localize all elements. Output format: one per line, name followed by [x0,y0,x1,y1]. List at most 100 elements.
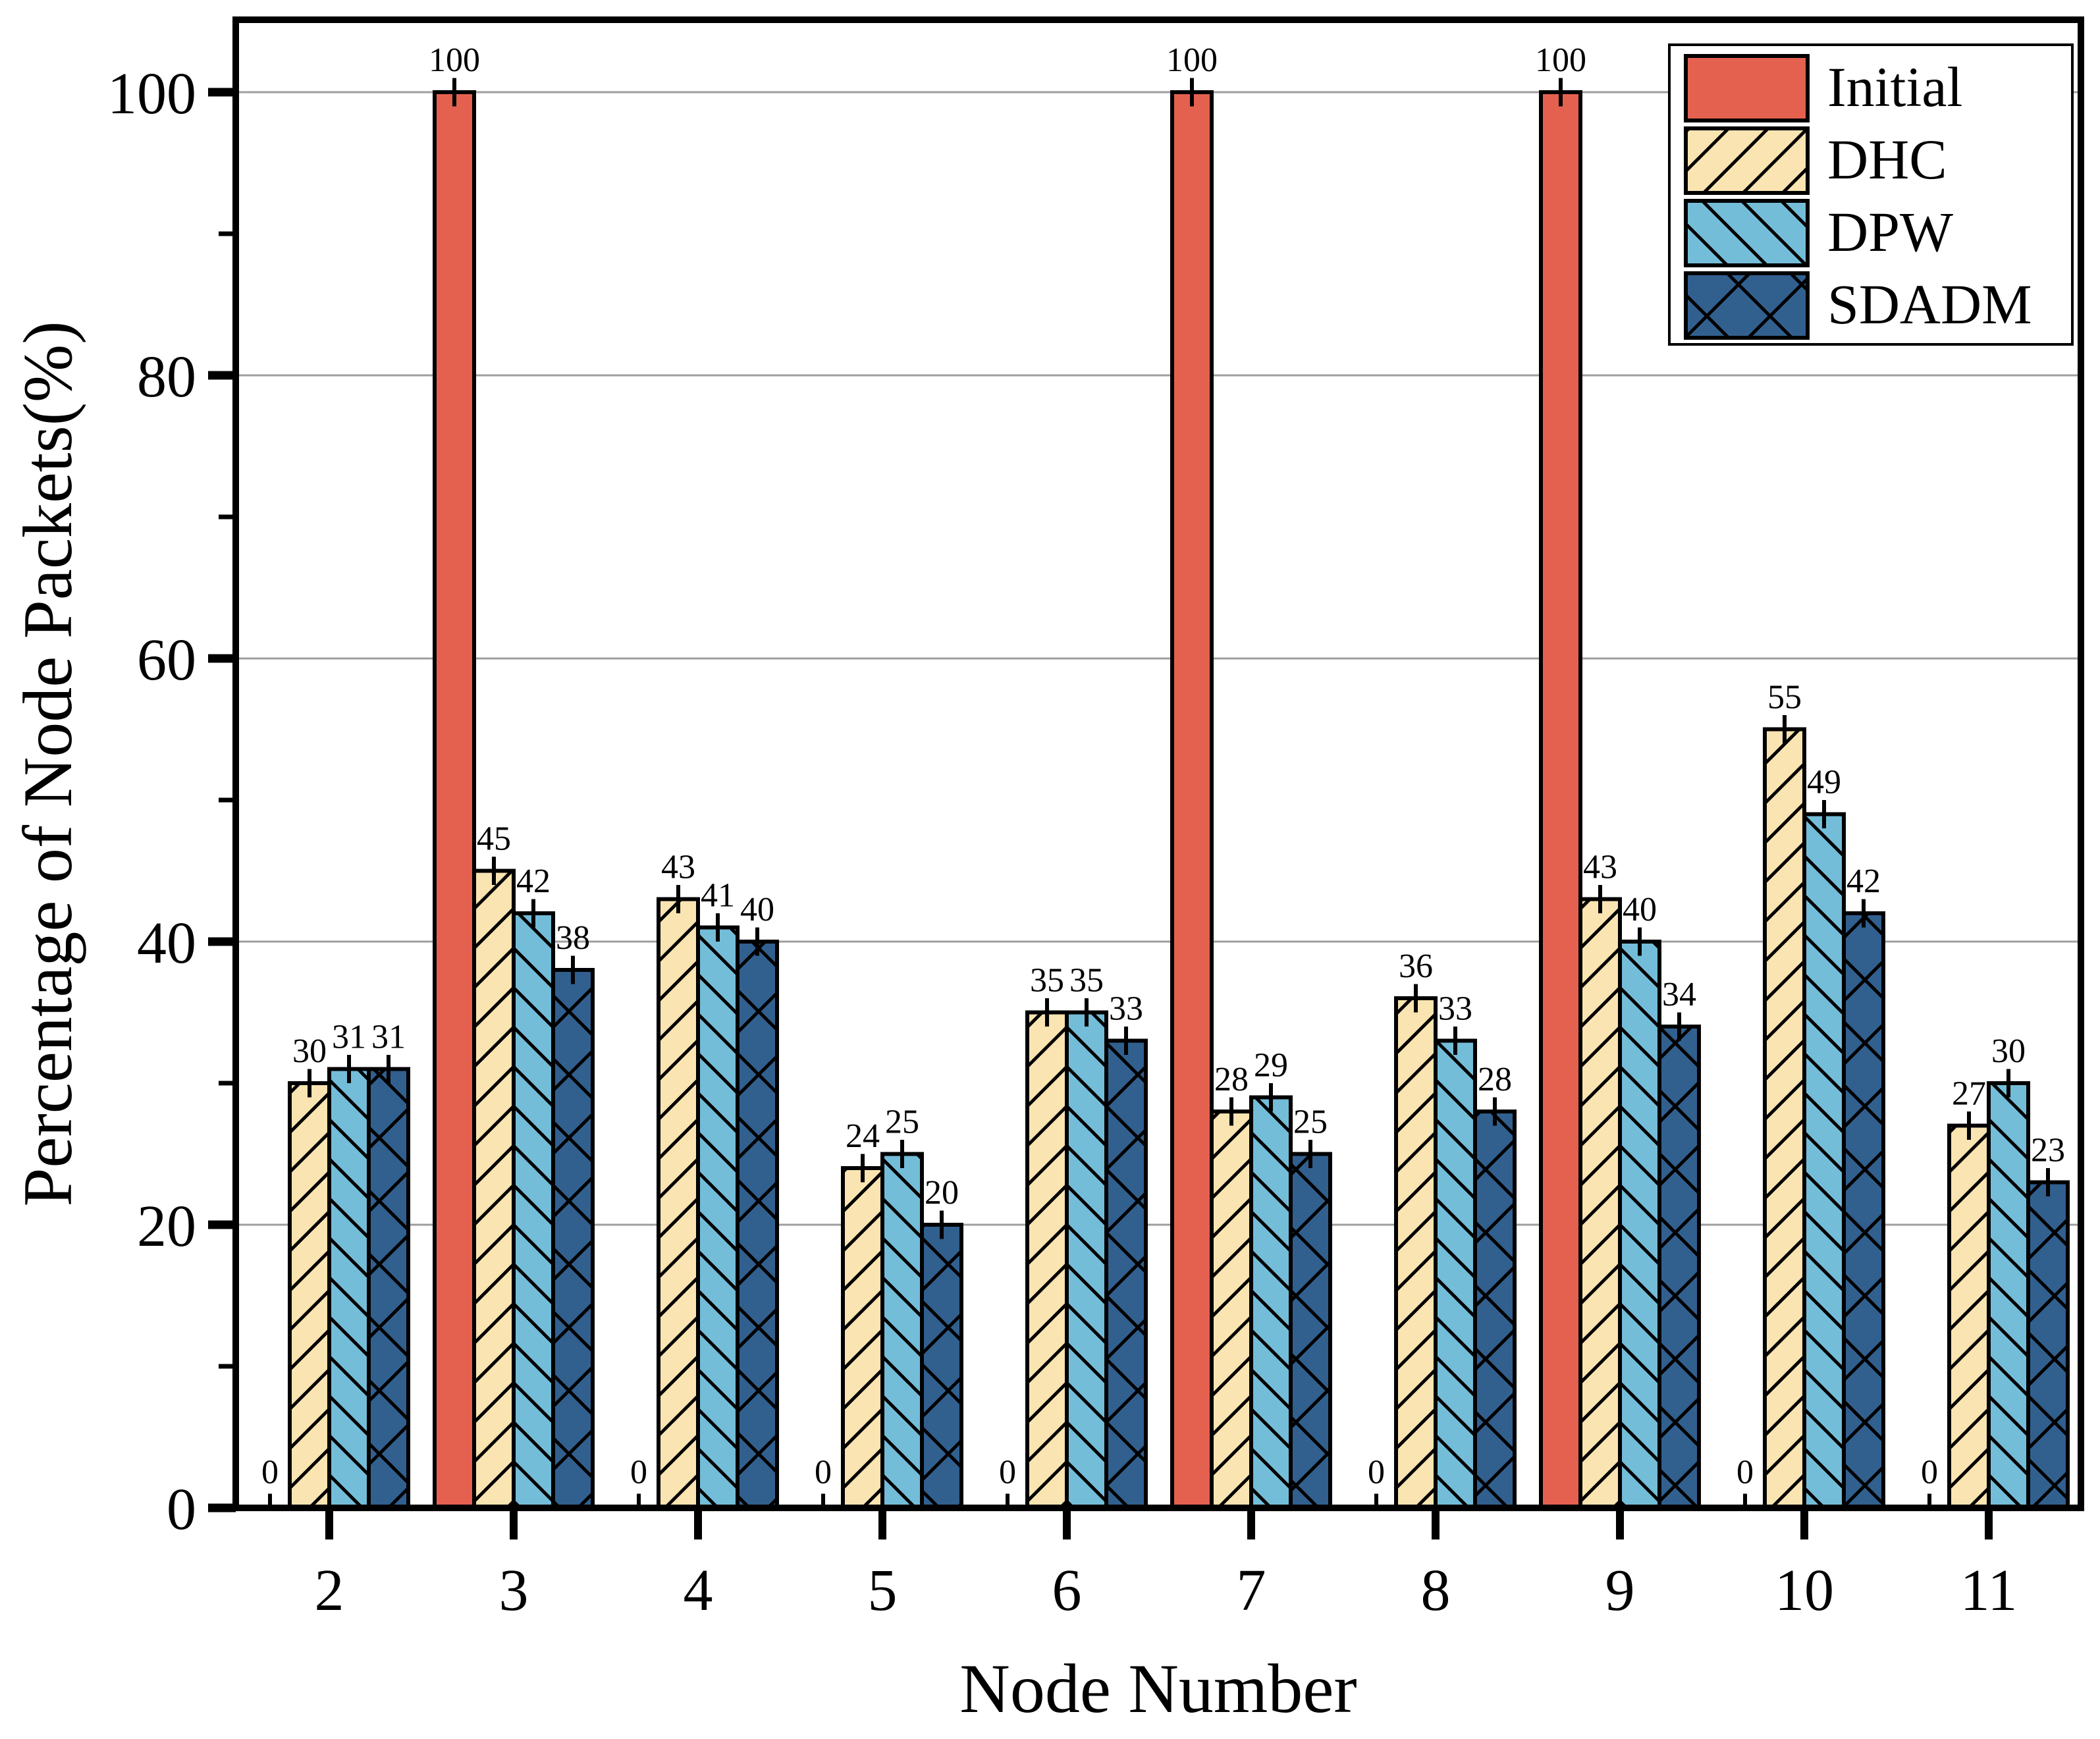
bar-hatch [1580,899,1620,1508]
legend-label-initial: Initial [1827,55,1962,119]
bar-value-label: 40 [1623,891,1657,928]
bar-hatch [1436,1040,1475,1508]
legend-swatch-hatch [1686,273,1808,338]
bar-value-label: 100 [429,41,480,79]
bar [435,92,474,1508]
bar-hatch [514,913,553,1508]
bar-groups [288,90,2070,1510]
bar-hatch [553,970,593,1508]
bar-value-label: 33 [1438,990,1472,1028]
bar-hatch [1844,913,1883,1508]
bar-hatch [882,1154,922,1508]
x-tick-label: 10 [1775,1558,1834,1623]
bar-hatch [1475,1111,1515,1508]
bar-hatch [1067,1012,1106,1508]
bar-hatch [1989,1083,2028,1508]
plot-spines [232,16,2084,1511]
bar-hatch [1620,942,1659,1508]
bar-value-label: 45 [477,820,511,858]
bar-value-label: 42 [516,863,551,900]
y-tick-label: 0 [167,1477,196,1542]
bar-hatch [698,927,738,1508]
legend-swatch-hatch [1686,128,1808,193]
legend-swatch-border [1684,199,1810,267]
bar-hatch [738,942,777,1508]
x-tick-label: 7 [1237,1558,1266,1623]
bar-hatch [1291,1154,1330,1508]
x-axis-ticks: 2 3 4 5 6 7 8 9 10 11 [315,1508,2018,1623]
bar-value-label: 28 [1214,1061,1249,1098]
bar-hatch [1804,814,1844,1508]
bar-value-label: 41 [701,877,735,915]
legend-label-dhc: DHC [1827,128,1947,191]
bar-value-label: 43 [1583,849,1617,886]
x-tick-label: 9 [1605,1558,1635,1623]
bar-hatch [1212,1111,1251,1508]
bar-value-label: 0 [1921,1454,1938,1491]
x-tick-label: 4 [684,1558,713,1623]
series-dpw [327,812,2030,1510]
bar-hatch [1251,1097,1291,1508]
bar [1541,92,1580,1508]
bar-hatch [1027,1012,1067,1508]
bar-value-label: 55 [1767,679,1802,716]
x-tick-label: 8 [1421,1558,1451,1623]
bar-value-labels: 0 100 0 0 0 100 0 100 0 0 30 45 43 24 35 28 36 43 55 27 31 42… [261,41,2065,1491]
bar-hatch [290,1083,329,1508]
bar-hatch [474,870,514,1508]
bar-value-label: 36 [1399,948,1433,985]
bar [1172,92,1212,1508]
bar-value-label: 29 [1254,1047,1288,1084]
bar-value-label: 28 [1478,1061,1512,1098]
legend-swatch-border [1684,54,1810,122]
y-tick-label: 80 [137,344,196,410]
bar-value-label: 31 [332,1019,366,1056]
bar-value-label: 43 [661,849,695,886]
bar-value-label: 49 [1807,764,1841,801]
bar-hatch [1949,1125,1989,1508]
bar-value-label: 33 [1109,990,1143,1028]
bar-value-label: 30 [1991,1032,2026,1070]
x-tick-label: 5 [868,1558,898,1623]
legend-swatch-border [1684,126,1810,195]
bar-hatch [329,1069,369,1508]
bar-value-label: 30 [292,1032,327,1070]
bar-value-label: 0 [1368,1454,1385,1491]
x-tick-label: 11 [1960,1558,2018,1623]
legend-label-dpw: DPW [1827,200,1953,263]
bar-value-label: 23 [2031,1132,2065,1169]
bar-value-label: 35 [1069,962,1104,1000]
y-tick-label: 20 [137,1194,196,1259]
bar-value-label: 0 [630,1454,647,1491]
bar-hatch [1106,1040,1146,1508]
plot-border [232,16,2084,1511]
bar-value-label: 40 [740,891,774,928]
bar-value-label: 38 [556,919,590,957]
bar-hatch [2028,1182,2068,1508]
y-axis-title: Percentage of Node Packets(%) [9,321,86,1206]
bar-value-label: 35 [1030,962,1064,1000]
bar-hatch [1765,729,1804,1508]
y-tick-label: 100 [107,61,196,126]
bar-value-label: 100 [1166,41,1218,79]
legend: Initial DHC DPW SDADM [1668,43,2074,346]
bar-value-label: 20 [925,1174,959,1212]
bar-value-label: 0 [999,1454,1016,1491]
legend-swatch-hatch [1686,201,1808,265]
bar-value-label: 0 [261,1454,279,1491]
bar-hatch [843,1168,882,1508]
bar-hatch [369,1069,408,1508]
bar-value-label: 0 [815,1454,832,1491]
y-tick-label: 60 [137,628,196,693]
bar-value-label: 24 [846,1117,880,1155]
bar-hatch [659,899,698,1508]
bar-value-label: 34 [1662,976,1696,1013]
bar-value-label: 100 [1535,41,1586,79]
y-tick-label: 40 [137,911,196,976]
bar-hatch [1396,998,1436,1508]
legend-swatch-border [1684,271,1810,340]
series-sdadm [367,911,2070,1510]
legend-swatch-initial [1686,56,1808,120]
